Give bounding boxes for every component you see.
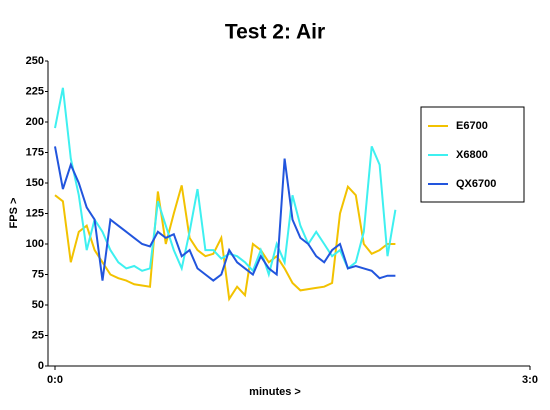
y-tick-label: 250 [26,55,44,67]
y-tick-label: 200 [26,116,44,128]
y-axis-label: FPS > [8,198,20,229]
y-tick-label: 25 [32,329,44,341]
y-tick-label: 225 [26,85,44,97]
legend-label: E6700 [456,120,488,132]
y-tick-label: 100 [26,238,44,250]
x-axis-label: minutes > [249,386,301,398]
series-line [54,146,396,282]
series-line [54,184,396,302]
y-tick-label: 0 [38,360,44,372]
x-tick-label: 0:0 [47,374,63,386]
y-tick-label: 75 [32,268,44,280]
y-tick-label: 175 [26,146,44,158]
y-tick-label: 150 [26,177,44,189]
y-tick-label: 50 [32,299,44,311]
series-line [54,87,397,279]
legend-label: X6800 [456,149,488,161]
x-tick-label: 3:0 [522,374,538,386]
chart-title: Test 2: Air [225,21,325,44]
y-tick-label: 125 [26,207,44,219]
legend-label: QX6700 [456,178,496,190]
